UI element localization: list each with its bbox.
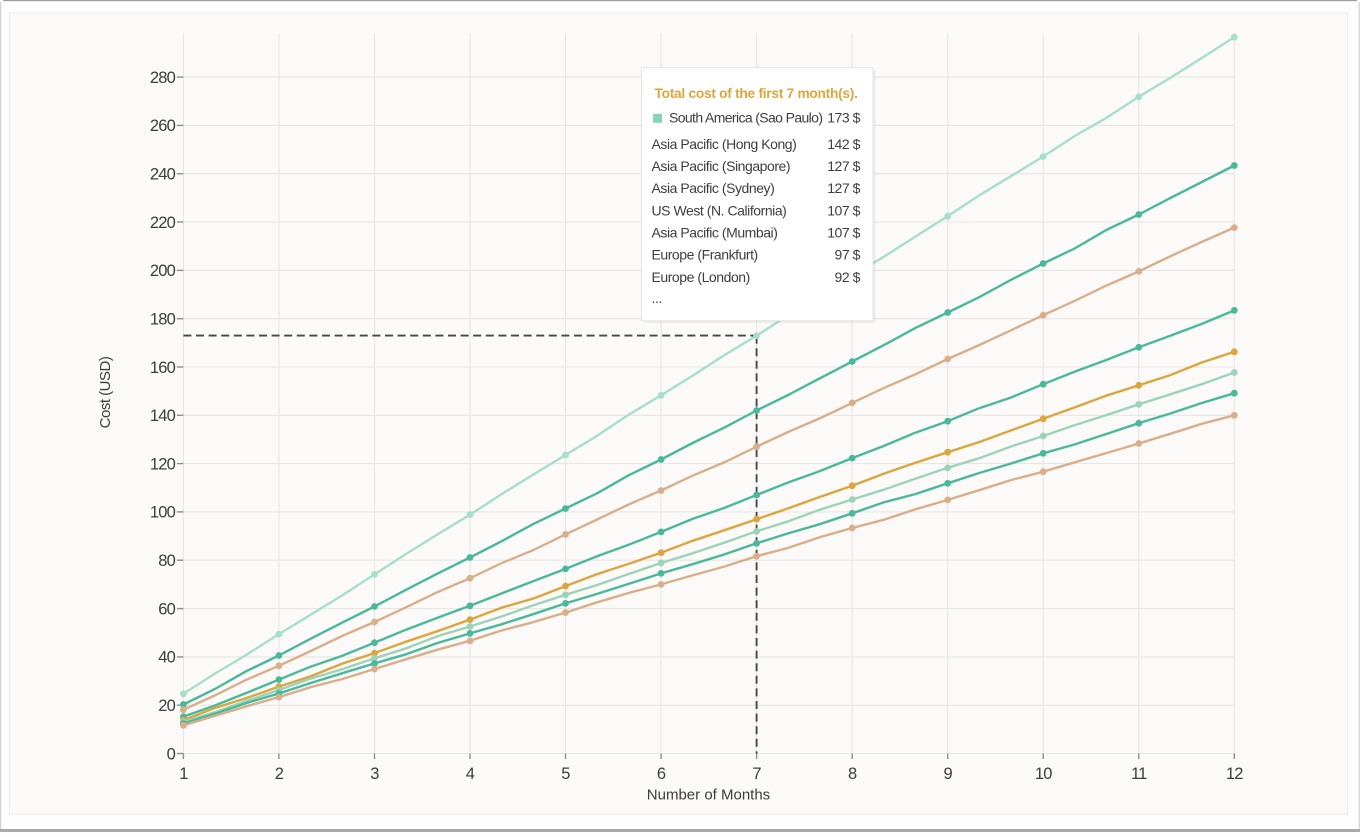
svg-text:107 $: 107 $ — [827, 224, 860, 240]
svg-text:100: 100 — [150, 504, 176, 522]
svg-text:120: 120 — [150, 455, 176, 473]
svg-text:Total cost of the first 7 mont: Total cost of the first 7 month(s). — [655, 86, 858, 101]
svg-text:Europe (London): Europe (London) — [652, 269, 750, 285]
svg-text:5: 5 — [561, 765, 570, 783]
svg-text:Europe (Frankfurt): Europe (Frankfurt) — [652, 247, 758, 263]
svg-text:8: 8 — [848, 765, 857, 783]
svg-text:9: 9 — [944, 765, 953, 783]
svg-text:2: 2 — [275, 765, 284, 783]
svg-text:Cost (USD): Cost (USD) — [97, 356, 114, 428]
svg-text:0: 0 — [167, 745, 176, 763]
svg-text:280: 280 — [150, 69, 176, 87]
svg-text:127 $: 127 $ — [827, 158, 860, 174]
svg-text:4: 4 — [466, 765, 475, 783]
svg-text:200: 200 — [150, 262, 176, 280]
svg-text:80: 80 — [158, 552, 175, 570]
svg-text:260: 260 — [150, 117, 176, 135]
svg-text:Asia Pacific (Hong Kong): Asia Pacific (Hong Kong) — [652, 136, 797, 152]
svg-text:20: 20 — [158, 697, 175, 715]
svg-text:127 $: 127 $ — [827, 180, 860, 196]
svg-text:11: 11 — [1131, 765, 1147, 783]
svg-text:107 $: 107 $ — [827, 202, 860, 218]
svg-text:Number of Months: Number of Months — [647, 787, 770, 804]
svg-text:12: 12 — [1226, 765, 1243, 783]
svg-text:40: 40 — [158, 649, 175, 667]
svg-text:South America (Sao Paulo): South America (Sao Paulo) — [669, 110, 822, 126]
svg-text:6: 6 — [657, 765, 666, 783]
svg-text:...: ... — [652, 290, 662, 306]
svg-text:3: 3 — [370, 765, 379, 783]
svg-text:1: 1 — [179, 765, 188, 783]
svg-text:10: 10 — [1035, 765, 1052, 783]
svg-text:142 $: 142 $ — [827, 136, 860, 152]
svg-text:Asia Pacific (Mumbai): Asia Pacific (Mumbai) — [652, 224, 778, 240]
svg-text:US West (N. California): US West (N. California) — [652, 202, 787, 218]
svg-text:160: 160 — [150, 359, 176, 377]
svg-text:Asia Pacific (Sydney): Asia Pacific (Sydney) — [652, 180, 775, 196]
svg-text:140: 140 — [150, 407, 176, 425]
svg-text:173 $: 173 $ — [827, 110, 860, 126]
svg-text:Asia Pacific (Singapore): Asia Pacific (Singapore) — [652, 158, 791, 174]
svg-text:240: 240 — [150, 166, 176, 184]
svg-text:97 $: 97 $ — [835, 247, 861, 263]
svg-text:180: 180 — [150, 311, 176, 329]
svg-text:92 $: 92 $ — [835, 269, 861, 285]
svg-text:60: 60 — [158, 600, 175, 618]
svg-text:220: 220 — [150, 214, 176, 232]
svg-text:7: 7 — [752, 765, 761, 783]
